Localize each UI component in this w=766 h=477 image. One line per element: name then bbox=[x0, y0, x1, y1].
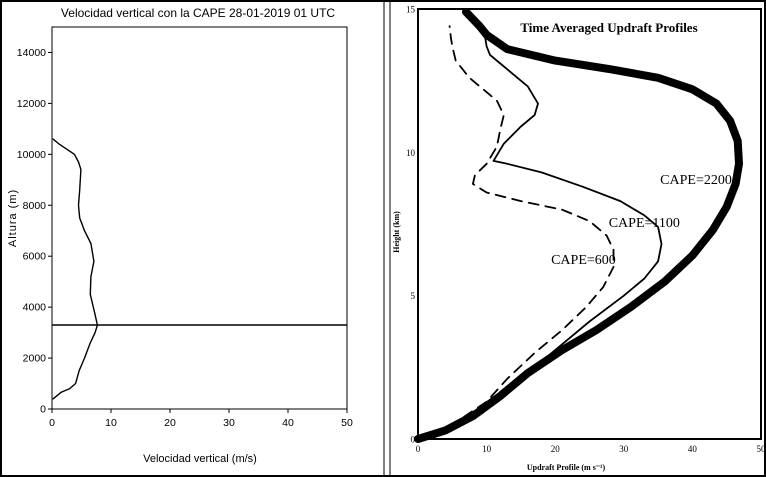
right-y-axis: 0 5 10 15 bbox=[406, 5, 416, 445]
right-plot-area bbox=[417, 8, 762, 440]
left-y-tick-label: 14000 bbox=[17, 47, 46, 59]
left-x-tick-label: 40 bbox=[282, 417, 294, 429]
left-x-axis: 0 10 20 30 40 50 bbox=[49, 409, 353, 429]
left-series-line-0 bbox=[52, 138, 99, 400]
left-y-tick-label: 2000 bbox=[23, 353, 47, 365]
right-annotation-label: CAPE=2200 bbox=[660, 173, 732, 188]
left-series-group bbox=[52, 138, 347, 400]
right-chart: Time Averaged Updraft Profiles 0 10 20 30 40… bbox=[392, 5, 766, 473]
right-x-axis: 0 10 20 30 40 50 bbox=[416, 444, 766, 454]
left-x-tick-label: 20 bbox=[164, 417, 176, 429]
right-y-tick-label: 0 bbox=[411, 435, 416, 445]
right-y-tick-label: 15 bbox=[406, 5, 416, 15]
left-y-tick-label: 10000 bbox=[17, 149, 46, 161]
right-y-tick-label: 5 bbox=[411, 291, 416, 301]
left-plot-area bbox=[51, 26, 348, 410]
left-chart: Velocidad vertical con la CAPE 28-01-201… bbox=[7, 6, 353, 465]
right-y-axis-label: Height (km) bbox=[392, 211, 401, 253]
left-chart-title: Velocidad vertical con la CAPE 28-01-201… bbox=[61, 6, 335, 20]
right-chart-title: Time Averaged Updraft Profiles bbox=[520, 20, 697, 35]
right-y-tick-label: 10 bbox=[406, 148, 416, 158]
left-y-tick-label: 4000 bbox=[23, 302, 47, 314]
left-y-axis-label: Altura (m) bbox=[7, 189, 19, 247]
left-x-axis-label: Velocidad vertical (m/s) bbox=[143, 453, 257, 465]
right-series-group bbox=[414, 7, 743, 443]
left-y-tick-label: 6000 bbox=[23, 251, 47, 263]
left-x-tick-label: 50 bbox=[341, 417, 353, 429]
left-y-tick-label: 0 bbox=[40, 404, 46, 416]
right-annotations: CAPE=2200 CAPE=1100 CAPE=600 bbox=[551, 173, 732, 268]
right-x-tick-label: 30 bbox=[619, 444, 629, 454]
right-x-tick-label: 0 bbox=[416, 444, 421, 454]
right-x-tick-label: 10 bbox=[482, 444, 492, 454]
right-x-tick-label: 40 bbox=[688, 444, 698, 454]
right-x-tick-label: 20 bbox=[551, 444, 561, 454]
right-annotation-label: CAPE=1100 bbox=[609, 216, 680, 231]
left-y-axis: 0 2000 4000 6000 8000 10000 12000 14000 bbox=[17, 47, 52, 416]
left-x-tick-label: 30 bbox=[223, 417, 235, 429]
left-x-tick-label: 0 bbox=[49, 417, 55, 429]
right-x-axis-label: Updraft Profile (m s⁻¹) bbox=[527, 463, 606, 472]
left-y-tick-label: 8000 bbox=[23, 200, 47, 212]
right-annotation-label: CAPE=600 bbox=[551, 253, 616, 268]
right-x-tick-label: 50 bbox=[757, 444, 766, 454]
left-x-tick-label: 10 bbox=[105, 417, 117, 429]
left-y-tick-label: 12000 bbox=[17, 98, 46, 110]
right-series-line-2 bbox=[417, 25, 615, 440]
right-series-line-0 bbox=[414, 7, 743, 443]
right-series-line-1 bbox=[417, 25, 663, 440]
